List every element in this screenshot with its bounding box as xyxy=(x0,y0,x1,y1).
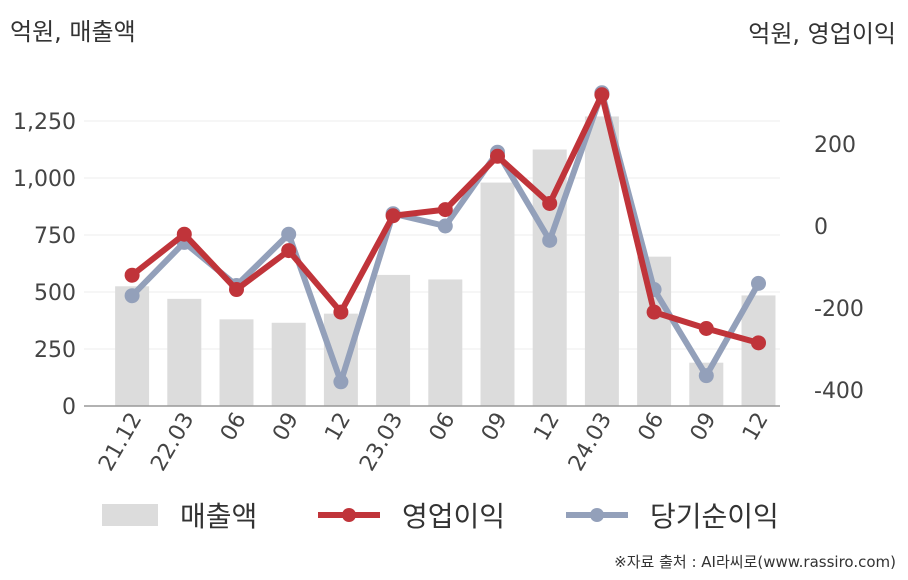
legend-label-revenue: 매출액 xyxy=(180,500,258,533)
x-tick-label: 09 xyxy=(686,409,722,446)
revenue-bar xyxy=(323,313,358,406)
left-axis-ticks: 0 250 500 750 1,000 1,250 xyxy=(13,110,76,420)
net-income-point xyxy=(751,275,766,291)
x-tick-label: 12 xyxy=(320,409,356,446)
x-tick-label: 23.03 xyxy=(355,409,408,476)
x-tick-label: 06 xyxy=(634,409,670,446)
left-tick-label: 750 xyxy=(34,224,76,249)
x-tick-label: 12 xyxy=(529,409,565,446)
operating-profit-point xyxy=(490,148,505,164)
net-income-point xyxy=(333,374,349,390)
legend-item-net-income: 당기순이익 xyxy=(566,493,779,537)
right-tick-label: 200 xyxy=(814,133,856,158)
right-tick-label: -400 xyxy=(814,379,864,404)
revenue-bar xyxy=(741,295,776,406)
net-income-point xyxy=(124,288,140,304)
operating-profit-point xyxy=(333,304,349,320)
net-income-point xyxy=(437,218,453,234)
operating-profit-point xyxy=(594,87,610,103)
legend-swatch-red-line xyxy=(318,508,380,522)
left-tick-label: 500 xyxy=(34,281,76,306)
x-tick-label: 09 xyxy=(268,409,304,446)
legend-swatch-bar xyxy=(102,504,158,526)
operating-profit-point xyxy=(751,335,766,351)
right-tick-label: -200 xyxy=(814,297,864,322)
net-income-point xyxy=(542,232,558,248)
revenue-bar xyxy=(428,279,463,406)
left-tick-label: 1,250 xyxy=(13,110,76,135)
revenue-bars xyxy=(115,116,776,406)
operating-profit-point xyxy=(385,208,401,224)
x-tick-label: 24.03 xyxy=(564,409,617,476)
legend: 매출액 영업이익 당기순이익 xyxy=(0,493,908,537)
operating-profit-point xyxy=(281,243,297,259)
revenue-bar xyxy=(115,286,150,406)
profit-lines xyxy=(124,85,766,390)
x-axis-ticks: 21.12 22.03 06 09 12 23.03 06 09 12 24.03 06 09 12 xyxy=(94,409,774,476)
revenue-bar xyxy=(271,322,306,406)
legend-label-operating-profit: 영업이익 xyxy=(402,500,506,533)
legend-item-revenue: 매출액 xyxy=(102,493,257,537)
legend-label-net-income: 당기순이익 xyxy=(650,500,779,533)
x-tick-label: 21.12 xyxy=(94,409,147,476)
left-tick-label: 0 xyxy=(62,395,76,420)
operating-profit-point xyxy=(437,202,453,218)
x-tick-label: 06 xyxy=(216,409,252,446)
source-note: ※자료 출처 : AI라씨로(www.rassiro.com) xyxy=(614,553,896,571)
operating-profit-point xyxy=(176,226,192,242)
left-tick-label: 250 xyxy=(34,338,76,363)
net-income-point xyxy=(281,226,297,242)
x-tick-label: 09 xyxy=(477,409,513,446)
left-tick-label: 1,000 xyxy=(13,167,76,192)
operating-profit-point xyxy=(542,195,558,211)
operating-profit-point xyxy=(229,282,244,298)
revenue-bar xyxy=(167,298,202,406)
net-income-point xyxy=(698,368,714,384)
left-axis-unit-label: 억원, 매출액 xyxy=(10,18,136,46)
operating-profit-point xyxy=(646,304,662,320)
revenue-bar xyxy=(219,319,254,406)
x-tick-label: 22.03 xyxy=(146,409,199,476)
right-axis-ticks: -400 -200 0 200 xyxy=(814,133,864,404)
operating-profit-point xyxy=(698,321,714,336)
right-axis-unit-label: 억원, 영업이익 xyxy=(748,20,896,48)
right-tick-label: 0 xyxy=(814,215,828,240)
revenue-bar xyxy=(584,116,619,406)
legend-swatch-gray-line xyxy=(566,508,628,522)
revenue-bar xyxy=(376,274,411,406)
legend-item-operating-profit: 영업이익 xyxy=(318,493,505,537)
x-tick-label: 06 xyxy=(425,409,461,446)
x-tick-label: 12 xyxy=(738,409,774,446)
revenue-bar xyxy=(532,149,567,406)
operating-profit-point xyxy=(124,267,140,283)
revenue-bar xyxy=(480,182,515,406)
